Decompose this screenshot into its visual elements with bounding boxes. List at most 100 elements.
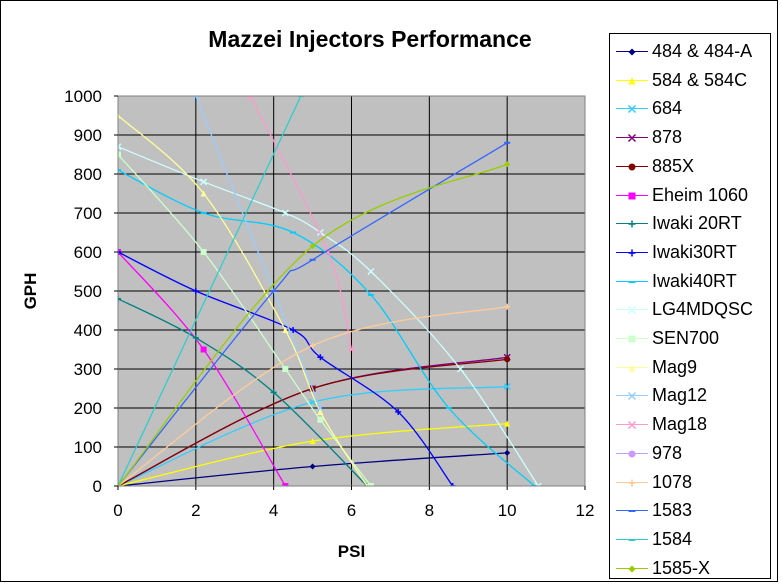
legend-item: Mag18 (610, 411, 770, 439)
series-iwaki40rt (118, 169, 538, 486)
series-layer (118, 96, 542, 486)
legend-label: 978 (652, 442, 683, 463)
series-point (534, 482, 542, 486)
legend-marker (627, 105, 637, 114)
legend-label: LG4MDQSC (652, 299, 754, 320)
series-mag9 (118, 112, 369, 486)
series-line (118, 115, 368, 486)
legend-marker (628, 163, 636, 171)
series-point (628, 77, 636, 85)
legend-marker (627, 306, 637, 315)
series-point (282, 327, 289, 333)
series-point (290, 327, 297, 333)
y-axis-label: GPH (21, 273, 40, 310)
legend-item: SEN700 (610, 325, 770, 353)
series-line (118, 251, 454, 486)
series-point (192, 288, 199, 294)
series-point (324, 248, 332, 256)
legend-item: 484 & 484-A (610, 38, 770, 66)
legend-item: LG4MDQSC (610, 296, 770, 324)
legend-label: SEN700 (652, 328, 720, 348)
y-tick-label: 900 (74, 126, 102, 145)
series-1583 (118, 141, 511, 486)
legend-label: 684 (652, 98, 683, 119)
series-584-584c (118, 420, 511, 486)
legend-marker (628, 249, 636, 257)
y-tick-label: 500 (74, 282, 102, 301)
series-point (627, 421, 637, 430)
legend-label: 878 (652, 127, 683, 148)
series-point (118, 249, 121, 255)
legend-marker (628, 48, 636, 56)
series-point (192, 96, 200, 100)
y-tick-label: 400 (74, 321, 102, 340)
legend-marker (628, 510, 636, 513)
series-point (627, 392, 637, 401)
legend-label: Eheim 1060 (652, 184, 749, 205)
series-iwaki30rt (118, 249, 456, 486)
y-tick-label: 1000 (64, 87, 102, 106)
series-point (317, 354, 324, 361)
legend-item: 1078 (610, 469, 770, 497)
series-lg4mdqsc (118, 143, 542, 486)
legend-item: 1585-X (610, 555, 770, 583)
series-point (200, 190, 207, 197)
series-line (118, 298, 368, 486)
series-point (504, 420, 511, 427)
legend-item: Iwaki30RT (610, 239, 770, 267)
legend-item: Mag12 (610, 382, 770, 410)
legend-item: Eheim 1060 (610, 182, 770, 210)
series-point (200, 346, 207, 353)
series-mag12 (192, 96, 324, 412)
x-tick-label: 8 (425, 501, 434, 520)
series-point (628, 335, 636, 343)
series-point (365, 483, 369, 486)
y-tick-label: 800 (74, 165, 102, 184)
legend-item: 584 & 584C (610, 67, 770, 95)
x-axis-label: PSI (338, 542, 365, 561)
series-point (246, 96, 254, 100)
series-point (504, 161, 511, 168)
series-line (118, 154, 372, 486)
legend-label: 1584 (652, 528, 693, 549)
x-tick-label: 4 (269, 501, 278, 520)
legend-label: Mag12 (652, 385, 708, 406)
y-tick-label: 600 (74, 243, 102, 262)
series-line (249, 96, 353, 350)
legend-marker (628, 479, 636, 486)
x-tick-label: 2 (191, 501, 200, 520)
series-point (504, 303, 511, 310)
series-point (347, 345, 356, 354)
series-line (195, 96, 321, 409)
series-point (449, 483, 456, 486)
series-line (118, 169, 535, 486)
legend-marker (628, 220, 636, 228)
series-point (628, 220, 636, 228)
series-line (118, 142, 508, 486)
series-point (628, 192, 636, 199)
series-point (118, 483, 121, 486)
series-point (628, 479, 636, 486)
series-line (118, 163, 508, 486)
series-point (504, 356, 511, 363)
series-point (628, 48, 636, 56)
legend-item: 885X (610, 153, 770, 181)
series-point (628, 364, 636, 372)
legend-item: 684 (610, 95, 770, 123)
legend-item: 1583 (610, 497, 770, 525)
series-1584 (118, 96, 304, 486)
legend-marker (627, 134, 637, 143)
legend-marker (628, 364, 636, 372)
legend-label: 584 & 584C (652, 69, 748, 90)
x-tick-label: 10 (498, 501, 517, 520)
series-point (627, 134, 637, 143)
series-point (628, 565, 636, 573)
legend-marker (627, 392, 637, 401)
series-point (309, 463, 316, 470)
series-point (627, 105, 637, 114)
y-tick-label: 0 (93, 477, 102, 496)
series-point (628, 450, 636, 458)
series-point (192, 334, 199, 341)
legend-marker (628, 192, 636, 199)
series-point (367, 267, 375, 276)
